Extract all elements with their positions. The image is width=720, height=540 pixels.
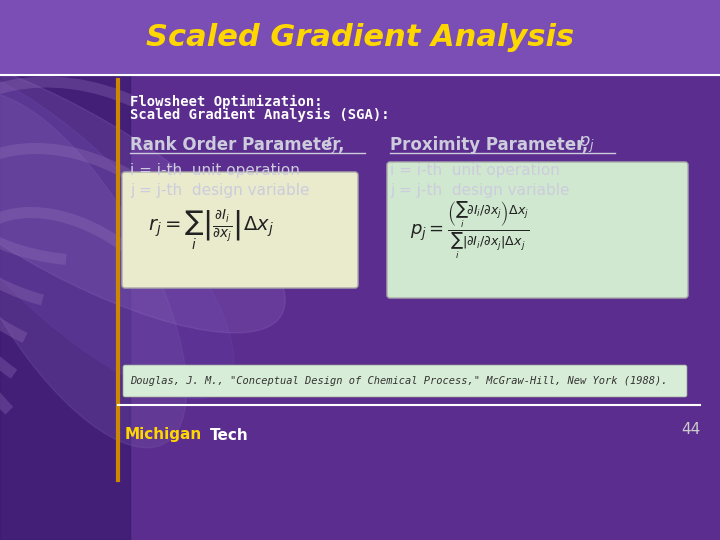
Text: $r_j = \sum_i \left|\frac{\partial I_i}{\partial x_j}\right| \Delta x_j$: $r_j = \sum_i \left|\frac{\partial I_i}{…	[148, 208, 274, 252]
Polygon shape	[0, 0, 130, 540]
Text: i = i-th  unit operation: i = i-th unit operation	[130, 163, 300, 178]
Text: Douglas, J. M., "Conceptual Design of Chemical Process," McGraw-Hill, New York (: Douglas, J. M., "Conceptual Design of Ch…	[130, 376, 667, 386]
Text: j = j-th  design variable: j = j-th design variable	[130, 183, 310, 198]
Text: Tech: Tech	[210, 428, 248, 442]
FancyBboxPatch shape	[387, 162, 688, 298]
Ellipse shape	[0, 61, 234, 399]
Text: 44: 44	[680, 422, 700, 437]
Text: Scaled Gradient Analysis (SGA):: Scaled Gradient Analysis (SGA):	[130, 108, 390, 122]
Text: $r_j$: $r_j$	[325, 134, 338, 156]
Text: Michigan: Michigan	[125, 428, 202, 442]
Text: i = i-th  unit operation: i = i-th unit operation	[390, 163, 560, 178]
Text: Rank Order Parameter,: Rank Order Parameter,	[130, 136, 350, 154]
Bar	[0, 0, 720, 75]
Text: Proximity Parameter,: Proximity Parameter,	[390, 136, 594, 154]
Ellipse shape	[0, 47, 285, 333]
Ellipse shape	[0, 92, 186, 448]
Text: $p_j$: $p_j$	[578, 135, 595, 155]
Text: Scaled Gradient Analysis: Scaled Gradient Analysis	[146, 24, 574, 52]
FancyBboxPatch shape	[122, 172, 358, 288]
Text: Flowsheet Optimization:: Flowsheet Optimization:	[130, 95, 323, 109]
Text: $p_j = \frac{\left(\sum_i \partial I_i / \partial x_j\right) \Delta x_j}{\sum_i : $p_j = \frac{\left(\sum_i \partial I_i /…	[410, 199, 529, 261]
Text: j = j-th  design variable: j = j-th design variable	[390, 183, 570, 198]
FancyBboxPatch shape	[123, 365, 687, 397]
